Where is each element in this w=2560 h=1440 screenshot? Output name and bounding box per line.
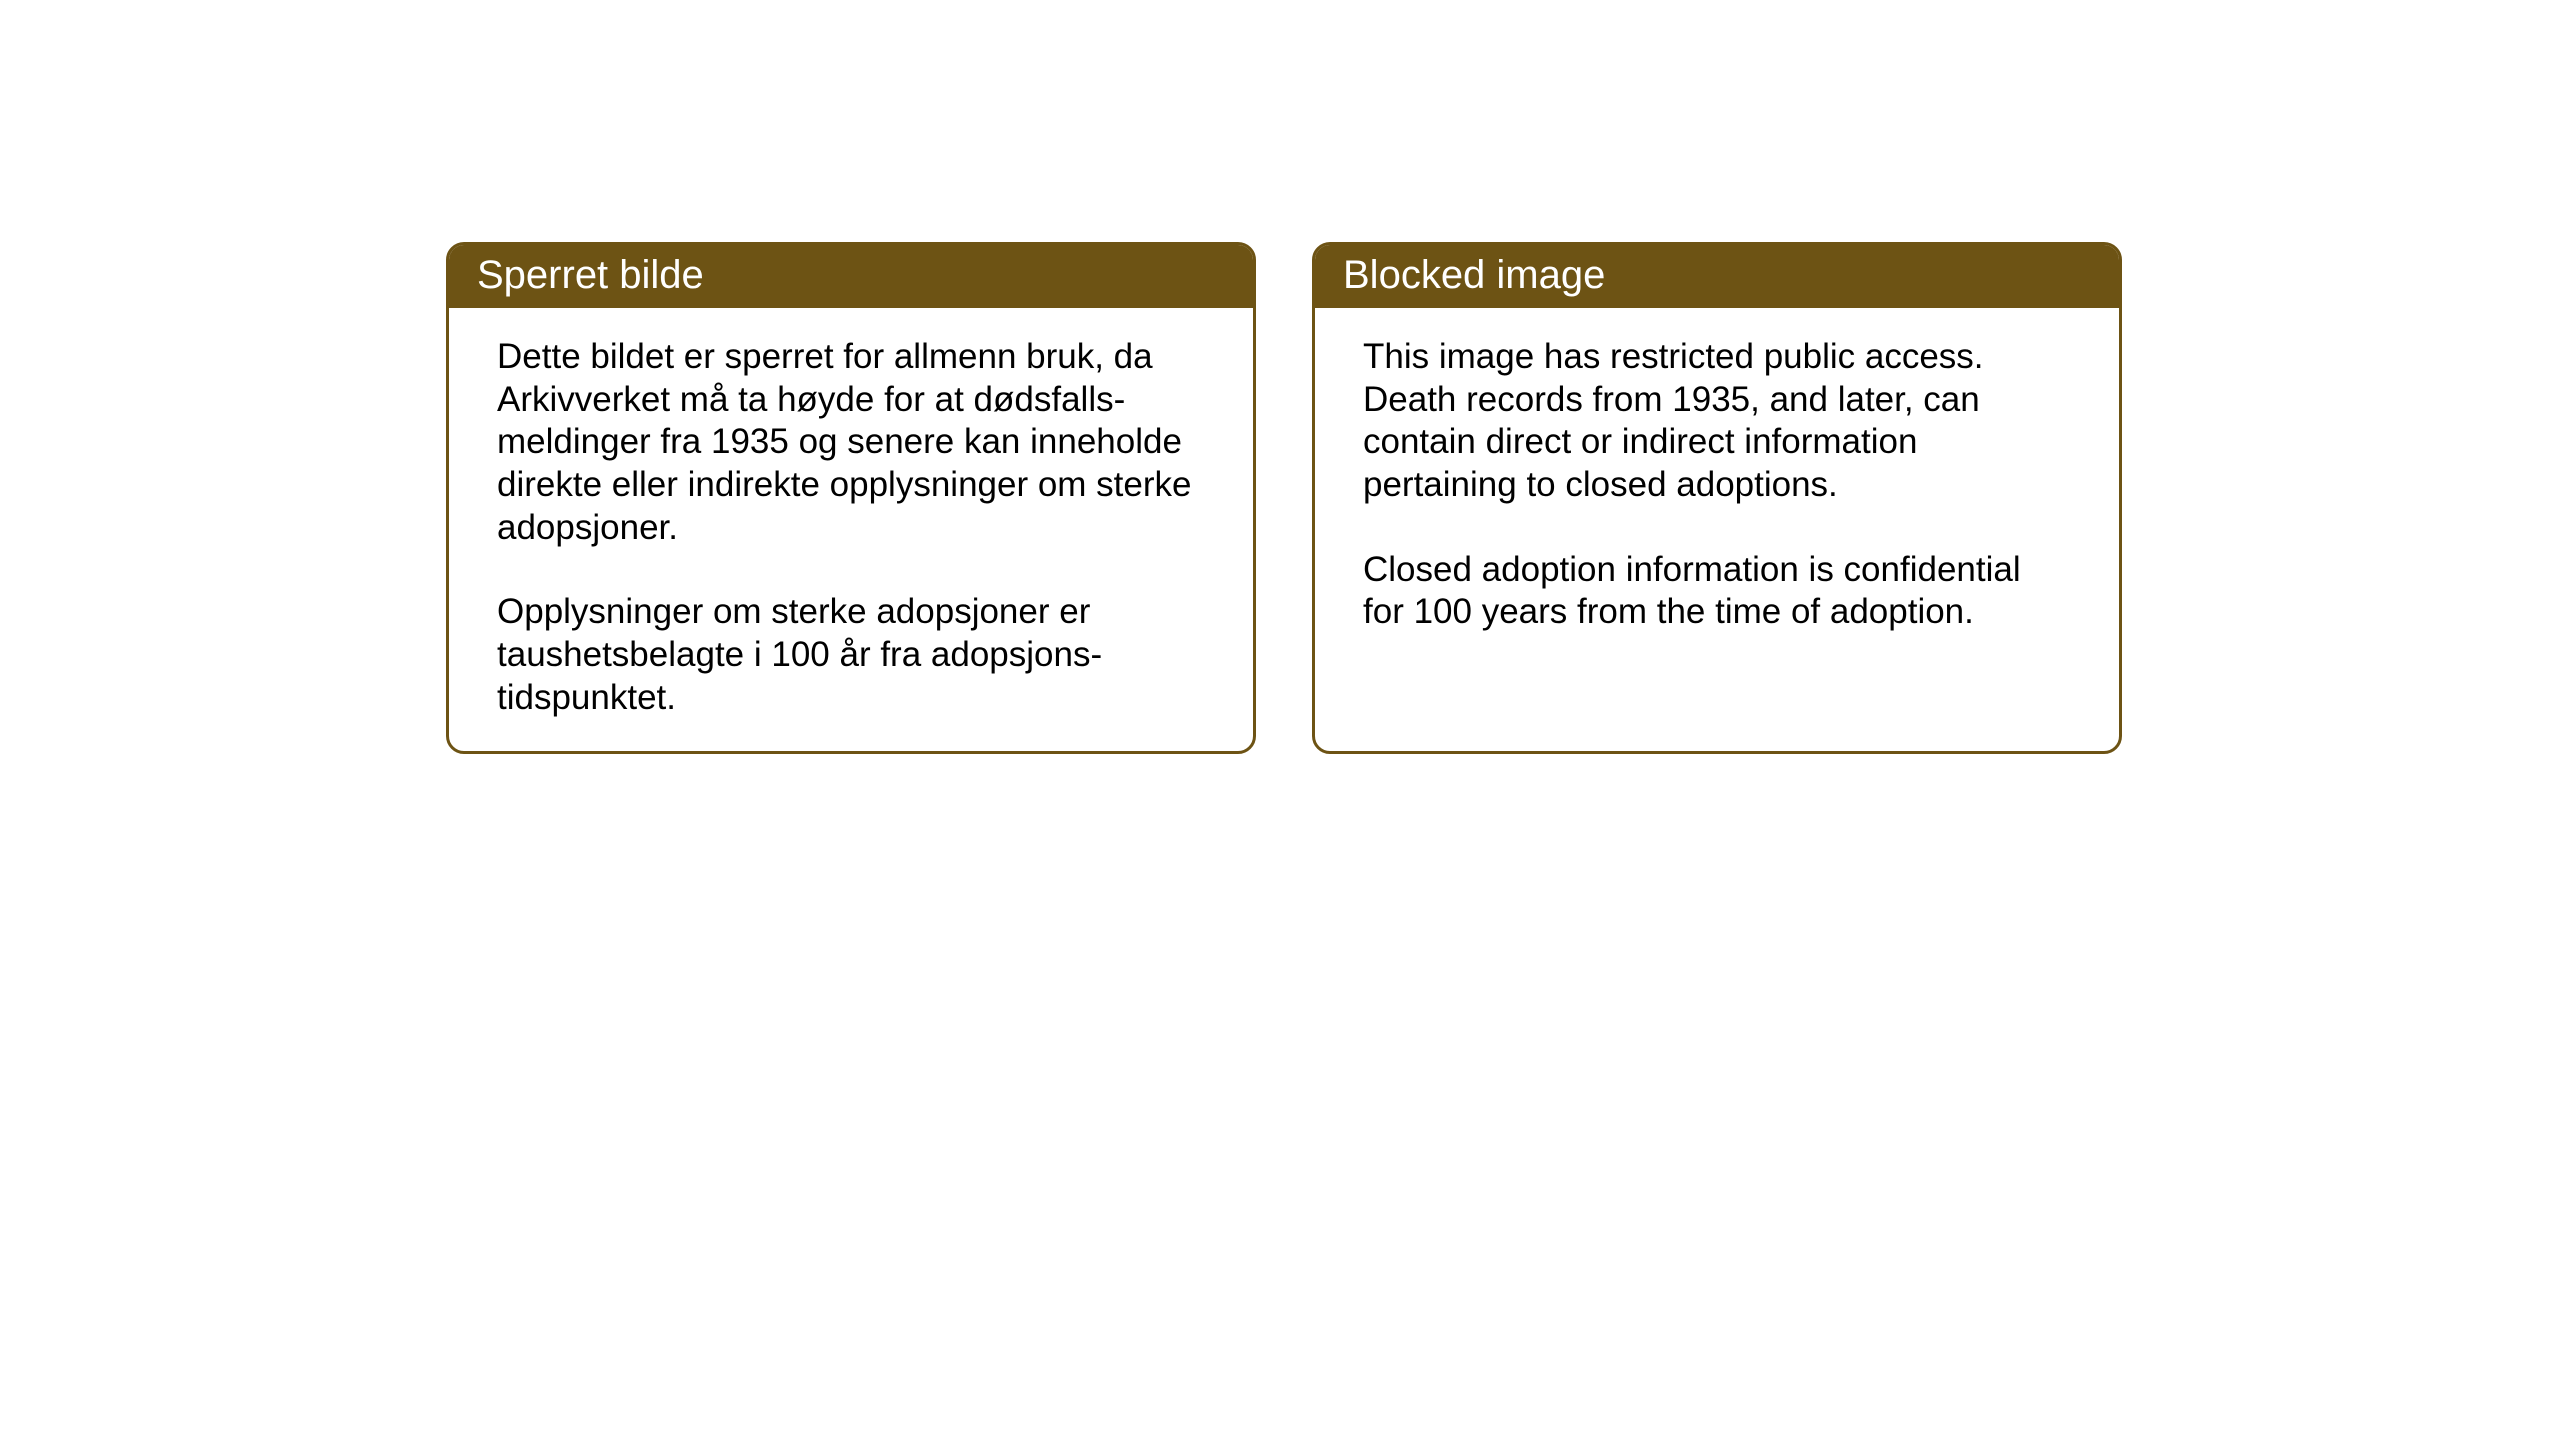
card-header-norwegian: Sperret bilde	[449, 245, 1253, 308]
card-paragraph-norwegian-1: Dette bildet er sperret for allmenn bruk…	[497, 336, 1205, 549]
card-paragraph-norwegian-2: Opplysninger om sterke adopsjoner er tau…	[497, 591, 1205, 719]
card-header-english: Blocked image	[1315, 245, 2119, 308]
notice-card-norwegian: Sperret bilde Dette bildet er sperret fo…	[446, 242, 1256, 754]
card-body-norwegian: Dette bildet er sperret for allmenn bruk…	[449, 308, 1253, 754]
notice-container: Sperret bilde Dette bildet er sperret fo…	[446, 242, 2122, 754]
card-title-norwegian: Sperret bilde	[477, 253, 704, 297]
card-paragraph-english-2: Closed adoption information is confident…	[1363, 549, 2071, 634]
card-title-english: Blocked image	[1343, 253, 1605, 297]
card-paragraph-english-1: This image has restricted public access.…	[1363, 336, 2071, 507]
card-body-english: This image has restricted public access.…	[1315, 308, 2119, 674]
notice-card-english: Blocked image This image has restricted …	[1312, 242, 2122, 754]
